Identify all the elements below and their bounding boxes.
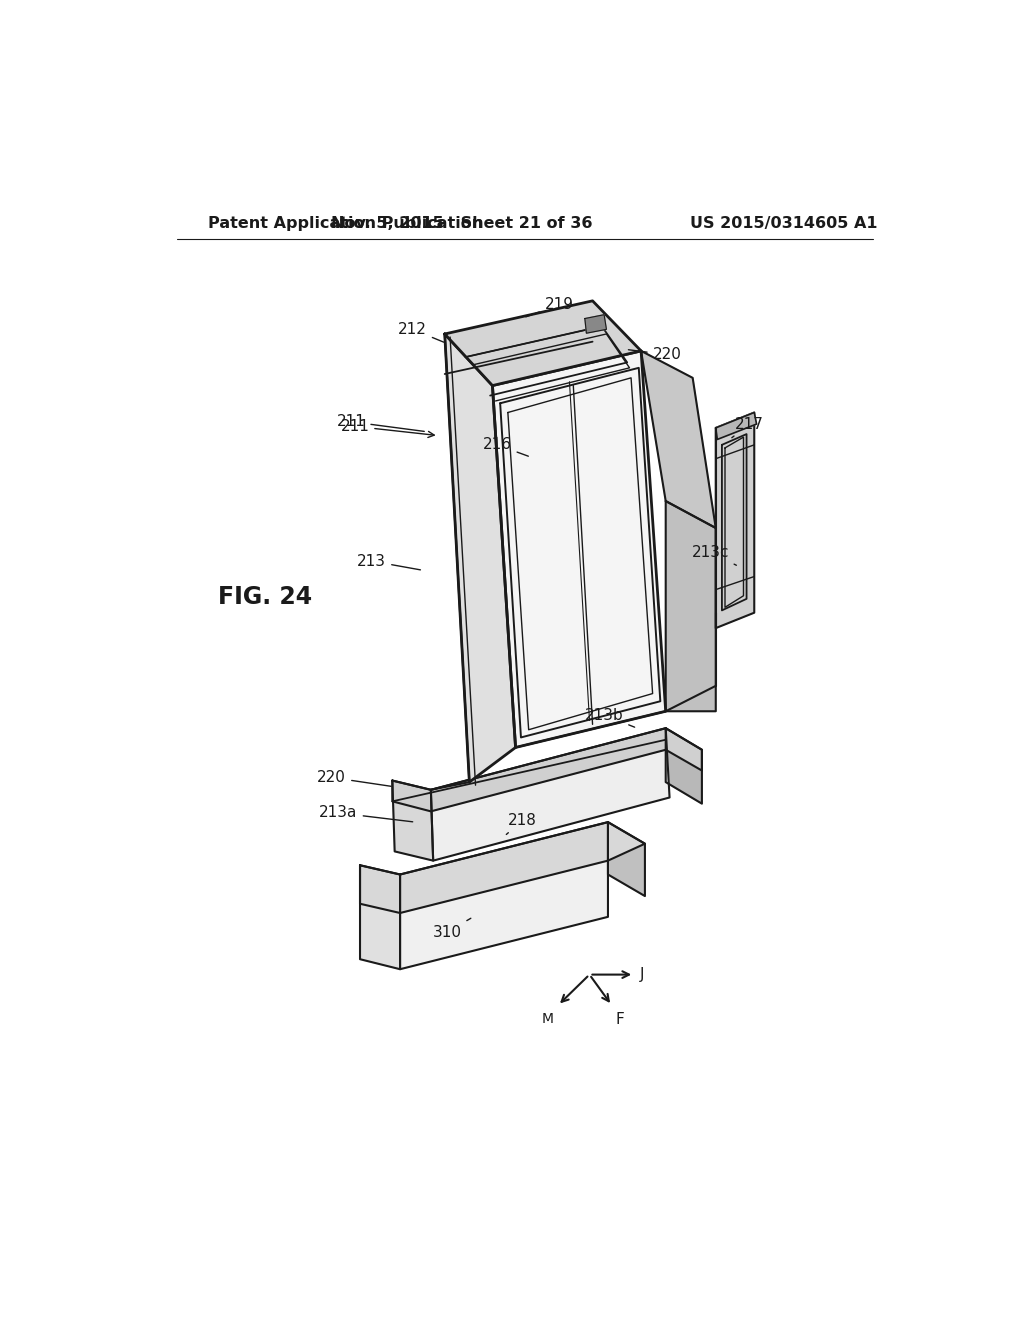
Polygon shape xyxy=(392,780,433,861)
Polygon shape xyxy=(608,822,645,896)
Text: 213: 213 xyxy=(357,553,421,570)
Text: Nov. 5, 2015   Sheet 21 of 36: Nov. 5, 2015 Sheet 21 of 36 xyxy=(331,216,593,231)
Polygon shape xyxy=(666,502,716,711)
Text: FIG. 24: FIG. 24 xyxy=(218,585,312,610)
Polygon shape xyxy=(716,412,755,628)
Polygon shape xyxy=(666,729,701,804)
Polygon shape xyxy=(360,822,645,913)
Text: 213b: 213b xyxy=(585,708,635,727)
Text: 220: 220 xyxy=(629,347,682,362)
Text: 216: 216 xyxy=(482,437,528,457)
Polygon shape xyxy=(360,866,400,969)
Polygon shape xyxy=(716,412,757,440)
Text: 310: 310 xyxy=(433,919,471,940)
Text: 213a: 213a xyxy=(319,805,413,822)
Text: 220: 220 xyxy=(317,770,391,787)
Polygon shape xyxy=(444,301,641,385)
Text: J: J xyxy=(640,968,645,982)
Text: 211: 211 xyxy=(337,414,424,432)
Text: M: M xyxy=(542,1011,554,1026)
Text: 219: 219 xyxy=(526,297,573,317)
Polygon shape xyxy=(641,351,716,528)
Text: 213c: 213c xyxy=(692,545,736,565)
Text: 212: 212 xyxy=(398,322,443,342)
Polygon shape xyxy=(585,314,606,333)
Text: 217: 217 xyxy=(732,417,764,438)
Text: 218: 218 xyxy=(506,813,537,834)
Polygon shape xyxy=(444,334,515,781)
Text: 211: 211 xyxy=(340,418,434,437)
Text: F: F xyxy=(615,1011,625,1027)
Text: US 2015/0314605 A1: US 2015/0314605 A1 xyxy=(690,216,878,231)
Polygon shape xyxy=(400,822,608,969)
Polygon shape xyxy=(431,729,670,861)
Polygon shape xyxy=(392,729,701,812)
Polygon shape xyxy=(493,351,666,747)
Text: Patent Application Publication: Patent Application Publication xyxy=(208,216,482,231)
